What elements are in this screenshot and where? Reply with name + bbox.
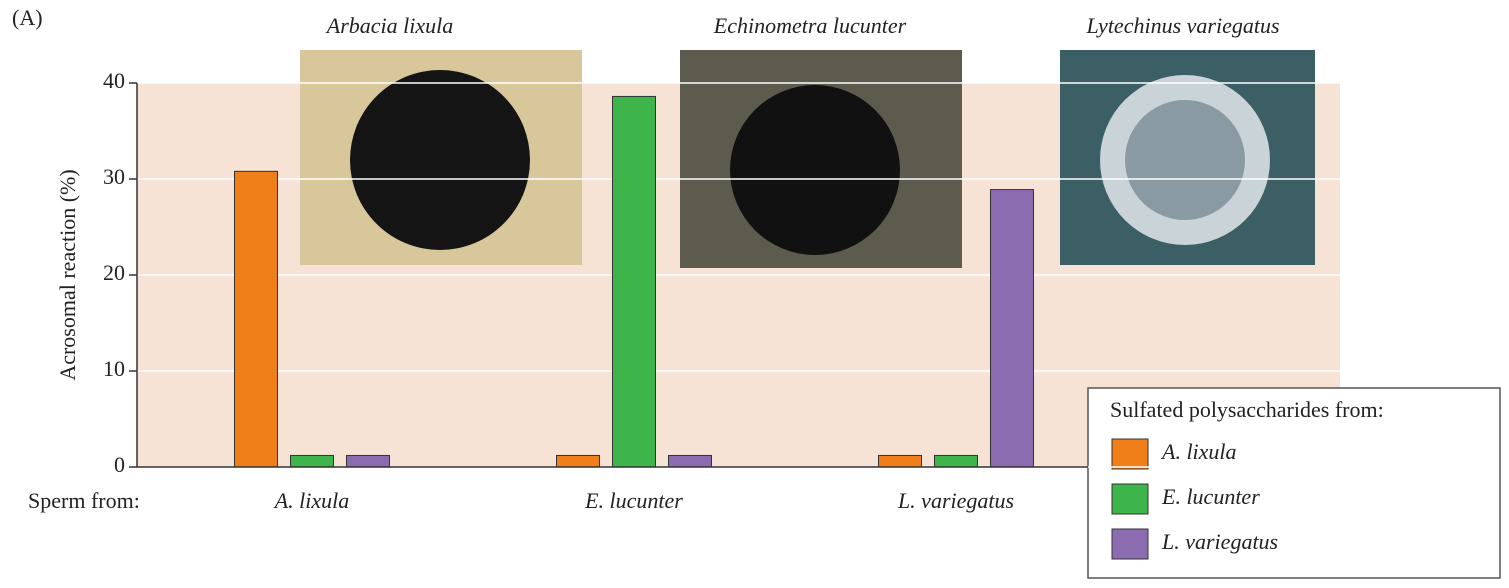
bar [878,454,922,468]
bar [990,189,1034,468]
photo-caption: Arbacia lixula [325,13,453,38]
bar [234,170,278,468]
x-tick-label: A. lixula [273,488,350,513]
photo-caption: Echinometra lucunter [713,13,907,38]
legend-label: A. lixula [1160,439,1237,464]
legend-swatch [1111,483,1149,515]
bar [346,454,390,468]
bar [612,95,656,468]
bar [934,454,978,468]
urchin [350,70,530,250]
bar [668,454,712,468]
legend-label: E. lucunter [1161,484,1260,509]
urchin-center [1125,100,1245,220]
bar [556,454,600,468]
x-tick-label: L. variegatus [897,488,1014,513]
y-tick-label: 20 [103,260,125,285]
panel-label: (A) [12,5,43,30]
legend-swatch [1111,528,1149,560]
urchin [730,85,900,255]
y-tick-label: 30 [103,164,125,189]
photo-caption: Lytechinus variegatus [1085,13,1279,38]
legend-label: L. variegatus [1161,529,1278,554]
x-axis-label: Sperm from: [28,488,140,513]
y-axis-label: Acrosomal reaction (%) [55,169,80,380]
legend-title: Sulfated polysaccharides from: [1110,397,1384,422]
y-tick-label: 0 [114,452,125,477]
x-tick-label: E. lucunter [584,488,683,513]
legend-box [1087,387,1501,579]
y-tick-label: 10 [103,356,125,381]
y-tick-label: 40 [103,68,125,93]
legend: Sulfated polysaccharides from: A. lixula… [1087,387,1501,579]
legend-swatch [1111,438,1149,470]
bar [290,454,334,468]
photos [300,50,1315,268]
